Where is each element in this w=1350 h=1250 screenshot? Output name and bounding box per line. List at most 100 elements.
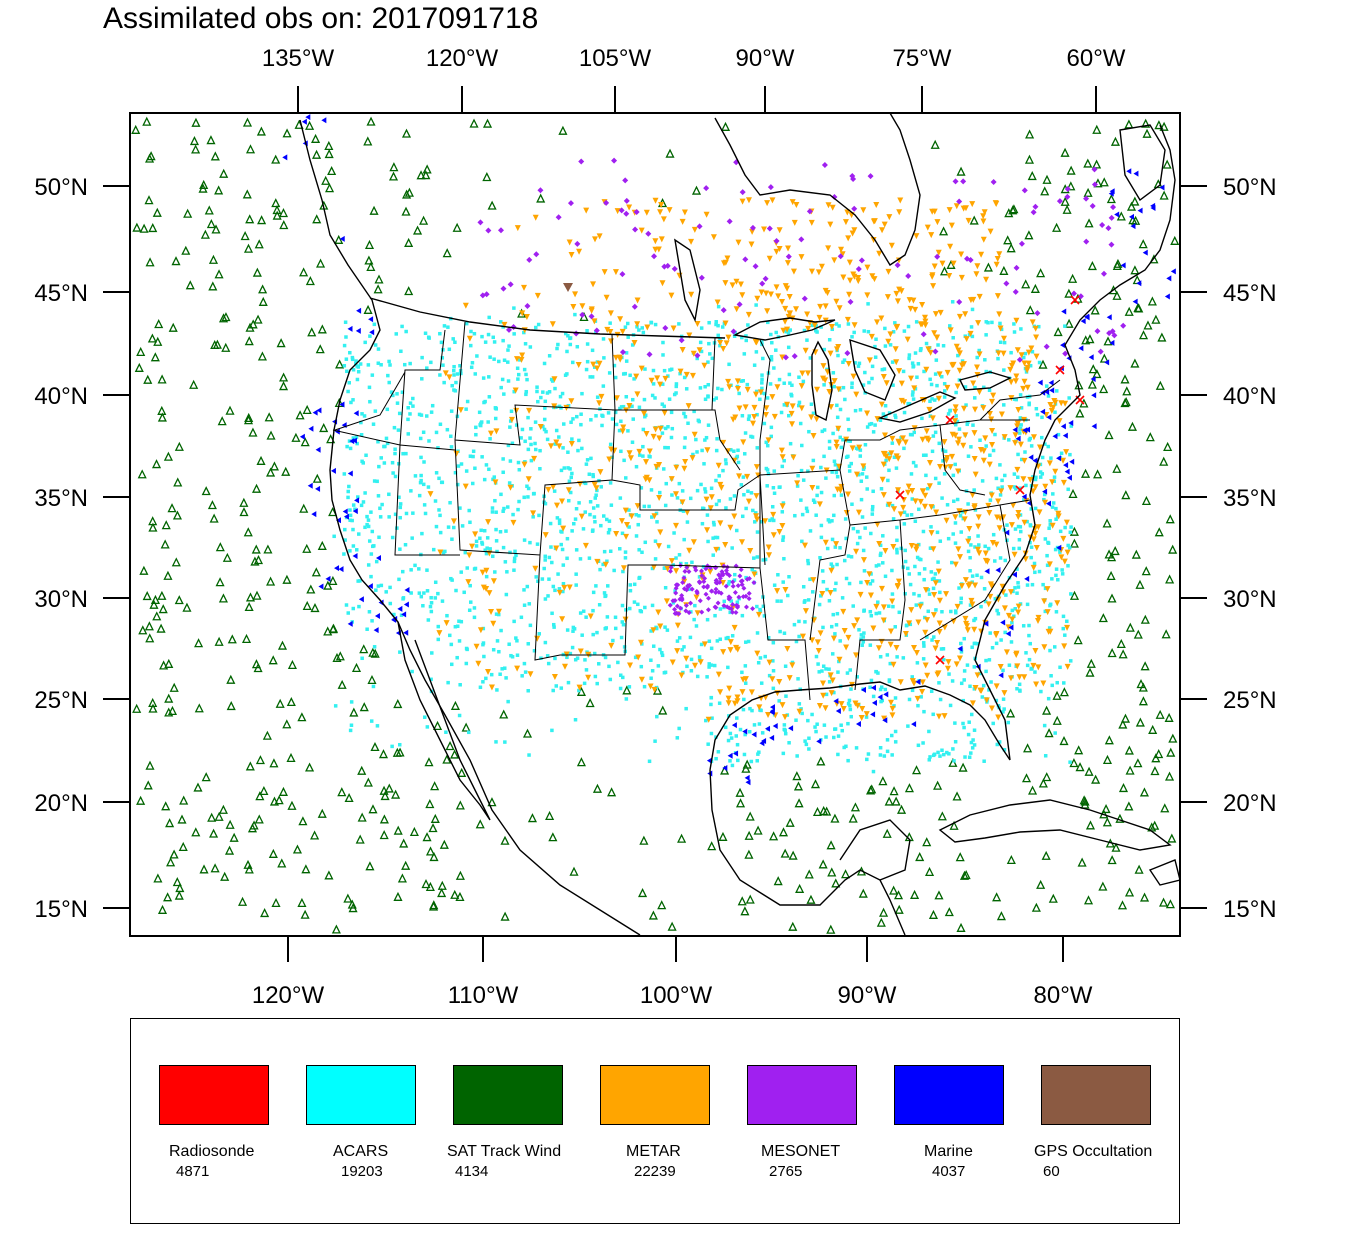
acars-point — [987, 658, 992, 662]
sat-track-wind-point — [430, 781, 440, 791]
acars-point — [566, 334, 570, 338]
mesonet-point — [479, 292, 486, 299]
acars-point — [663, 566, 667, 570]
acars-point — [393, 451, 397, 456]
sat-track-wind-point — [251, 483, 262, 493]
metar-point — [851, 322, 858, 329]
sat-track-wind-point — [249, 820, 259, 830]
acars-point — [704, 718, 708, 723]
acars-point — [741, 379, 745, 383]
acars-point — [712, 523, 716, 527]
sat-track-wind-point — [275, 698, 285, 708]
sat-track-wind-point — [442, 754, 452, 764]
sat-track-wind-point — [737, 896, 747, 906]
mesonet-point — [507, 281, 514, 288]
acars-point — [556, 342, 560, 347]
sat-track-wind-point — [1066, 165, 1076, 175]
sat-track-wind-point — [959, 870, 970, 880]
acars-point — [359, 420, 363, 425]
acars-point — [421, 603, 425, 608]
sat-track-wind-point — [911, 765, 922, 775]
acars-point — [938, 697, 943, 702]
acars-point — [641, 427, 646, 432]
map-frame — [129, 112, 1181, 937]
acars-point — [994, 698, 999, 703]
acars-point — [370, 619, 374, 623]
mesonet-point — [740, 594, 746, 600]
acars-point — [590, 529, 595, 533]
metar-point — [805, 325, 812, 332]
sat-track-wind-point — [363, 777, 373, 787]
acars-point — [479, 420, 484, 424]
acars-point — [429, 410, 434, 414]
acars-point — [1003, 558, 1007, 563]
acars-point — [580, 633, 584, 637]
acars-point — [643, 414, 647, 419]
acars-point — [694, 624, 699, 628]
sat-track-wind-point — [332, 652, 342, 663]
acars-point — [358, 579, 362, 583]
sat-track-wind-point — [253, 555, 264, 565]
metar-point — [933, 334, 940, 341]
metar-point — [924, 224, 931, 231]
sat-track-wind-point — [220, 871, 230, 881]
mesonet-point — [773, 237, 780, 244]
metar-point — [747, 548, 754, 555]
acars-point — [838, 546, 842, 550]
acars-point — [437, 508, 441, 512]
metar-point — [864, 264, 871, 271]
metar-point — [485, 519, 492, 526]
acars-point — [406, 432, 411, 436]
acars-point — [886, 478, 890, 483]
sat-track-wind-point — [378, 749, 389, 759]
metar-point — [799, 370, 806, 377]
acars-point — [765, 443, 770, 448]
mesonet-point — [713, 565, 719, 571]
acars-point — [471, 449, 476, 454]
metar-point — [727, 639, 734, 646]
acars-point — [1050, 683, 1054, 688]
acars-point — [393, 512, 398, 517]
metar-point — [717, 339, 724, 346]
mesonet-point — [618, 207, 625, 214]
acars-point — [650, 566, 655, 571]
metar-point — [850, 373, 857, 380]
acars-point — [592, 515, 597, 519]
acars-point — [346, 611, 350, 615]
acars-point — [1003, 473, 1007, 478]
metar-point — [681, 209, 688, 216]
acars-point — [998, 340, 1003, 345]
acars-point — [413, 563, 417, 568]
metar-point — [887, 331, 894, 338]
metar-point — [730, 416, 737, 423]
acars-point — [910, 688, 915, 693]
sat-track-wind-point — [152, 611, 162, 621]
acars-point — [1019, 423, 1023, 427]
metar-point — [525, 476, 532, 483]
acars-point — [636, 522, 640, 527]
acars-point — [1061, 626, 1066, 631]
acars-point — [911, 460, 916, 465]
metar-point — [1058, 554, 1065, 561]
sat-track-wind-point — [312, 149, 322, 159]
sat-track-wind-point — [1165, 899, 1175, 909]
acars-point — [565, 372, 569, 376]
acars-point — [850, 381, 854, 385]
acars-point — [487, 375, 491, 379]
sat-track-wind-point — [1102, 817, 1112, 827]
acars-point — [757, 750, 761, 754]
acars-point — [954, 610, 958, 615]
metar-point — [648, 377, 655, 384]
metar-point — [534, 635, 541, 642]
acars-point — [591, 590, 596, 595]
sat-track-wind-point — [930, 139, 940, 149]
metar-point — [701, 362, 708, 369]
metar-point — [553, 439, 560, 446]
acars-point — [727, 580, 732, 584]
marine-point — [318, 583, 324, 590]
acars-point — [395, 392, 399, 396]
acars-point — [430, 651, 434, 655]
acars-point — [966, 420, 970, 425]
acars-point — [399, 613, 404, 617]
acars-point — [769, 355, 774, 359]
